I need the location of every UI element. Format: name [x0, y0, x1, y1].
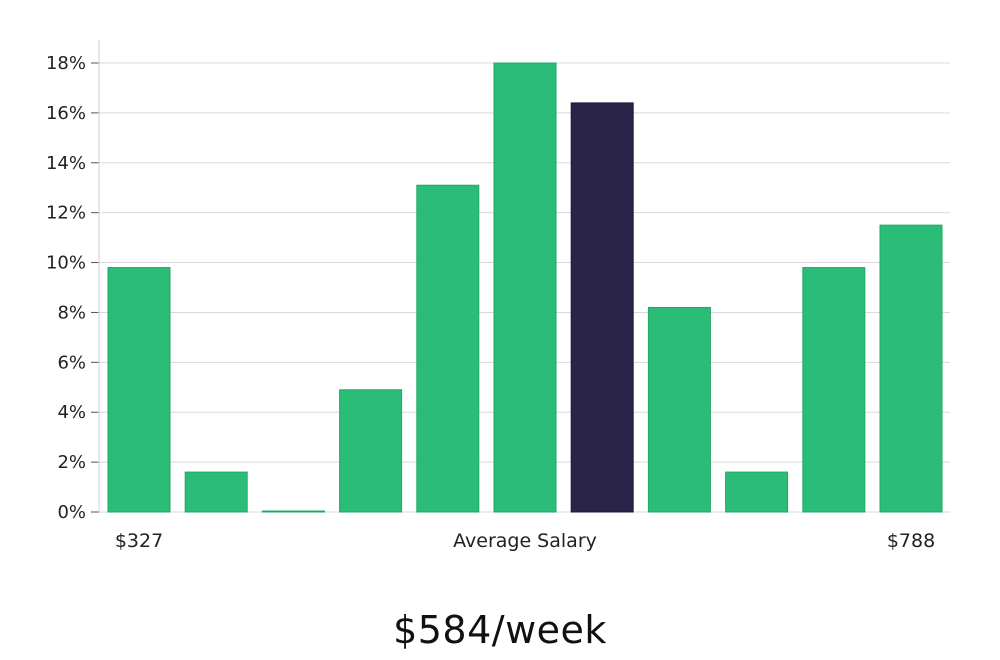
y-tick-label: 10% — [46, 253, 86, 274]
bar — [416, 184, 480, 513]
bar — [339, 389, 403, 513]
x-label-min: $327 — [115, 530, 163, 552]
x-axis-title: Average Salary — [453, 530, 597, 552]
y-tick-label: 12% — [46, 203, 86, 224]
bar — [879, 224, 943, 513]
y-tick-label: 0% — [57, 502, 86, 523]
y-tick-label: 6% — [57, 352, 86, 373]
bar — [261, 510, 325, 513]
y-tick-label: 8% — [57, 302, 86, 323]
average-salary-headline: $584/week — [393, 608, 607, 652]
bars — [107, 62, 943, 513]
bar — [184, 471, 248, 513]
y-tick-label: 2% — [57, 452, 86, 473]
y-tick-label: 16% — [46, 103, 86, 124]
bar — [107, 267, 171, 513]
y-axis-ticks: 0% 2% 4% 6% 8% 10% 12% 14% 16% 18% — [46, 53, 99, 523]
bar — [647, 306, 711, 513]
bar — [802, 267, 866, 513]
y-tick-label: 14% — [46, 153, 86, 174]
y-tick-label: 4% — [57, 402, 86, 423]
bar — [493, 62, 557, 513]
y-tick-label: 18% — [46, 53, 86, 74]
highlighted-bar — [570, 102, 634, 513]
bar — [725, 471, 789, 513]
salary-histogram: 0% 2% 4% 6% 8% 10% 12% 14% 16% 18% $327 Average S… — [46, 40, 950, 552]
x-label-max: $788 — [887, 530, 935, 552]
